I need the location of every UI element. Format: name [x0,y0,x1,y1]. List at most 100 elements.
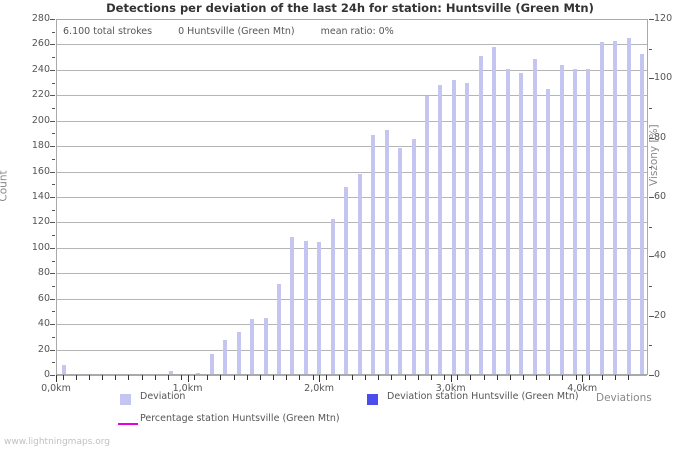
x-axis-tick [391,375,393,380]
y-axis-left-minor-tick [52,336,55,338]
bar [451,80,456,374]
y-axis-left-minor-tick [52,82,55,84]
y-axis-left-tick [50,69,55,71]
y-axis-left-tick [50,324,55,326]
gridline [57,19,647,20]
y-axis-right-tick [649,19,654,20]
y-axis-left-tick-label: 100 [31,241,50,253]
x-axis-tick [286,375,288,380]
x-axis-tick-label: 0,0km [41,383,71,394]
bar [465,82,470,374]
x-axis-tick [141,375,143,380]
x-axis-tick [470,375,472,380]
x-axis-tick [378,375,380,380]
y-axis-right-minor-tick [649,108,652,109]
y-axis-right-tick-label: 100 [654,72,673,84]
y-axis-left-tick-label: 200 [31,114,50,126]
gridline [57,146,647,148]
x-axis-tick [601,375,603,380]
x-axis-tick [154,375,156,380]
y-axis-right-tick [649,137,654,139]
x-axis-tick-label: 3,0km [435,383,466,394]
plot-area: 6.100 total strokes 0 Huntsville (Green M… [56,19,648,376]
bar [573,68,577,374]
gridline [57,171,647,173]
watermark: www.lightningmaps.org [4,437,110,447]
y-axis-right-tick-label: 40 [654,250,667,262]
y-axis-left-minor-tick [52,286,55,287]
y-axis-right-minor-tick [649,226,652,228]
y-axis-left-tick [50,349,55,351]
x-axis-tick [536,375,538,380]
y-axis-left-minor-tick [52,362,55,364]
gridline [57,222,647,224]
x-axis-tick [273,375,275,380]
x-axis-tick [483,375,485,380]
y-axis-right-title: Viszony [%] [648,124,660,186]
x-axis-tick-label: 2,0km [304,383,335,394]
bar [330,218,335,374]
gridline [57,120,647,122]
y-axis-left-minor-tick [52,235,55,237]
y-axis-left-tick-label: 0 [43,369,50,380]
x-axis-tick [194,375,196,380]
x-axis-tick [588,375,590,380]
y-axis-left-tick [50,19,55,20]
y-axis-left-minor-tick [52,158,55,160]
chart-title: Detections per deviation of the last 24h… [106,1,594,15]
y-axis-left-tick-label: 280 [31,13,50,24]
bar [303,240,308,374]
gridline [57,69,647,71]
bar [263,318,268,374]
x-axis-tick-label: 1,0km [172,383,203,394]
bar [196,372,201,374]
y-axis-left-minor-tick [52,108,55,109]
x-axis-major-tick [56,375,57,382]
y-axis-left-tick-label: 20 [37,343,50,355]
y-axis-left-title: Count [0,170,10,202]
subtitle-total-strokes: 6.100 total strokes [63,26,153,37]
x-axis-tick [167,375,169,380]
y-axis-left-tick-label: 120 [31,216,50,228]
x-axis-tick [615,375,617,380]
y-axis-left-tick [50,120,55,122]
x-axis-tick [88,375,90,380]
chart-subtitle: 6.100 total strokes 0 Huntsville (Green M… [63,26,394,37]
y-axis-left-tick-label: 160 [31,165,50,177]
y-axis-left-tick [50,95,55,97]
x-axis-major-tick [319,375,321,382]
y-axis-left-minor-tick [52,57,55,59]
gridline [57,95,647,97]
bar [505,68,510,374]
bar [317,241,322,374]
gridline [57,349,647,351]
bar [250,319,255,374]
gridline [57,298,647,300]
x-axis-tick [549,375,551,380]
x-axis-tick-label: 4,0km [567,383,598,394]
x-axis-tick [444,375,446,380]
x-axis-tick [75,375,77,380]
y-axis-left-tick [50,375,55,376]
y-axis-right-tick-label: 80 [654,131,667,143]
y-axis-left-minor-tick [52,209,55,211]
gridline [57,247,647,249]
bar [411,138,416,374]
x-axis-title: Deviations [596,392,652,404]
subtitle-station-count: 0 Huntsville (Green Mtn) [178,26,295,37]
x-axis-tick [246,375,248,380]
bar [371,134,376,374]
y-axis-right-tick-label: 120 [654,13,673,24]
x-axis-tick [312,375,314,380]
y-axis-left-tick-label: 40 [37,318,50,330]
y-axis-left-tick-label: 240 [31,63,50,75]
bar [290,236,295,374]
bar [61,365,66,374]
y-axis-left-tick-label: 60 [37,292,50,304]
gridline [57,273,647,275]
bar [586,68,591,374]
y-axis-left-tick-label: 80 [37,267,50,279]
bar-series-deviation [57,20,647,374]
y-axis-left-tick [50,247,55,249]
